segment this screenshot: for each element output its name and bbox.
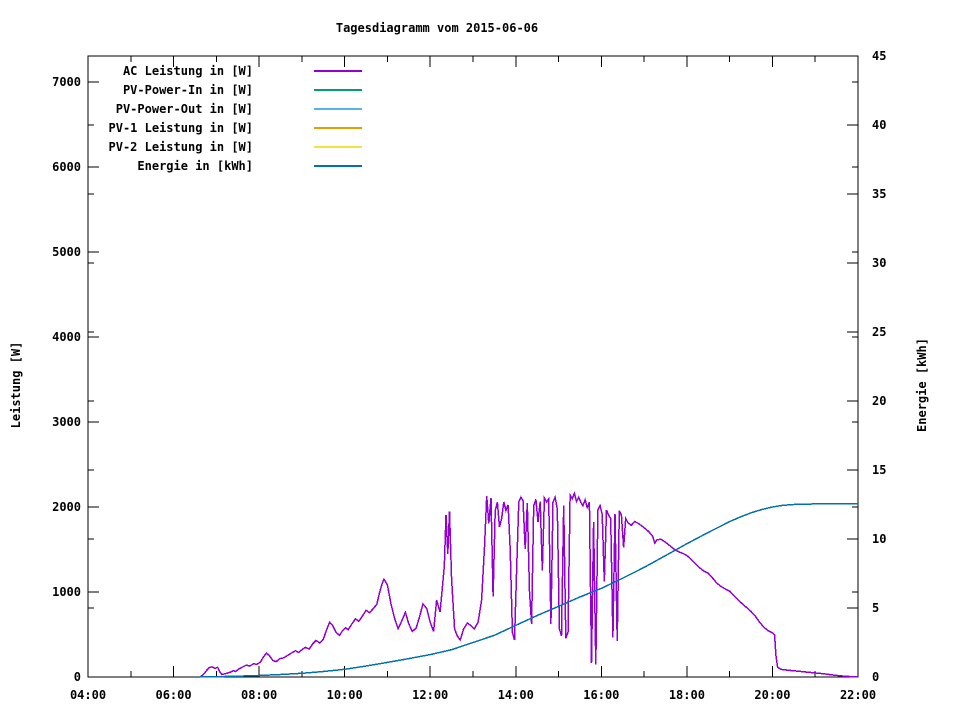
x-tick-label: 10:00 [327, 688, 363, 702]
y2-tick-label: 5 [872, 601, 879, 615]
y1-tick-label: 7000 [52, 75, 81, 89]
legend-label: AC Leistung in [W] [122, 64, 253, 78]
x-tick-label: 12:00 [412, 688, 448, 702]
y2-tick-label: 20 [872, 394, 886, 408]
y2-tick-label: 10 [872, 532, 886, 546]
x-tick-label: 14:00 [498, 688, 534, 702]
series-line-5 [200, 503, 858, 678]
legend-label: PV-Power-In in [W] [122, 83, 253, 97]
legend-line-sample [314, 89, 362, 91]
legend-line-sample [314, 165, 362, 167]
legend-label: PV-1 Leistung in [W] [108, 121, 254, 135]
y2-tick-label: 40 [872, 118, 886, 132]
x-tick-label: 06:00 [155, 688, 191, 702]
y1-tick-label: 3000 [52, 415, 81, 429]
legend-line-sample [314, 146, 362, 148]
y1-tick-label: 1000 [52, 585, 81, 599]
x-tick-label: 16:00 [583, 688, 619, 702]
legend-line-sample [314, 70, 362, 72]
chart-title: Tagesdiagramm vom 2015-06-06 [335, 21, 539, 35]
y1-tick-label: 2000 [52, 500, 81, 514]
y1-tick-label: 6000 [52, 160, 81, 174]
y1-tick-label: 5000 [52, 245, 81, 259]
y2-tick-label: 35 [872, 187, 886, 201]
legend-label: PV-2 Leistung in [W] [108, 140, 254, 154]
y1-tick-label: 0 [74, 670, 81, 684]
y2-tick-label: 30 [872, 256, 886, 270]
x-tick-label: 08:00 [241, 688, 277, 702]
y2-tick-label: 25 [872, 325, 886, 339]
legend-line-sample [314, 108, 362, 110]
y2-tick-label: 0 [872, 670, 879, 684]
y2-tick-label: 15 [872, 463, 886, 477]
x-tick-label: 20:00 [754, 688, 790, 702]
legend-line-sample [314, 127, 362, 129]
x-tick-label: 04:00 [70, 688, 106, 702]
y2-tick-label: 45 [872, 49, 886, 63]
legend-label: PV-Power-Out in [W] [115, 102, 253, 116]
legend-label: Energie in [kWh] [137, 159, 253, 173]
x-tick-label: 22:00 [840, 688, 876, 702]
y1-tick-label: 4000 [52, 330, 81, 344]
x-tick-label: 18:00 [669, 688, 705, 702]
series-line-0 [199, 490, 859, 678]
